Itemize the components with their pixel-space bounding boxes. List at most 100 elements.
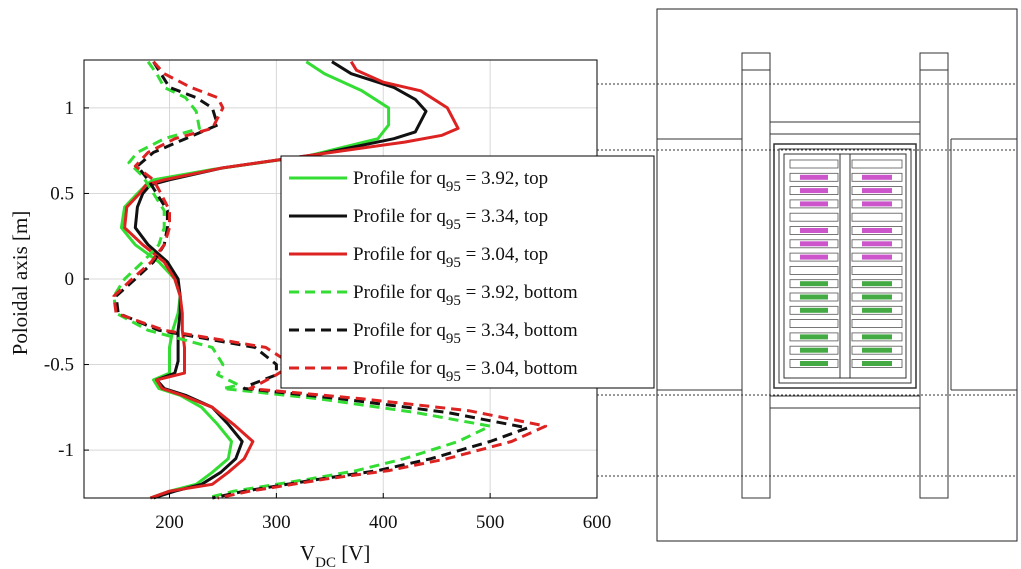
x-axis-label-unit: [V] xyxy=(336,541,370,565)
strap-outline xyxy=(851,226,903,235)
strap-element xyxy=(800,188,828,194)
strap-outline xyxy=(789,279,839,289)
strap-element xyxy=(800,334,828,340)
strap-outline xyxy=(789,186,839,196)
y-axis-label: Poloidal axis [m] xyxy=(8,211,32,356)
strap-element xyxy=(800,214,828,220)
x-tick-label: 600 xyxy=(583,512,612,533)
strap-outline xyxy=(851,199,903,209)
antenna-frame xyxy=(778,148,912,384)
strap-element xyxy=(800,347,828,353)
strap-outline xyxy=(789,172,839,182)
strap-element xyxy=(862,307,892,313)
legend: Profile for q95 = 3.92, top Profile for q… xyxy=(280,155,655,389)
strap-element xyxy=(862,161,892,167)
strap-outline xyxy=(851,319,903,329)
strap-outline xyxy=(851,159,903,169)
limiter-bar xyxy=(741,52,771,499)
strap-element xyxy=(862,174,892,180)
strap-element xyxy=(800,321,828,327)
array-schematic xyxy=(597,8,1018,542)
strap-outline xyxy=(851,172,903,182)
strap-element xyxy=(800,281,828,287)
strap-element xyxy=(862,361,892,366)
series-line-3 xyxy=(123,60,460,500)
legend-entry-label: Profile for q95 = 3.34, bottom xyxy=(353,320,578,347)
strap-element xyxy=(800,361,828,366)
strap-element xyxy=(800,307,828,313)
strap-element xyxy=(862,201,892,207)
y-tick-label: -1 xyxy=(58,440,74,461)
legend-entry-label: Profile for q95 = 3.04, top xyxy=(353,244,548,271)
strap-outline xyxy=(789,319,839,329)
strap-element xyxy=(862,347,892,353)
housing-bottom-plate xyxy=(769,395,921,409)
housing-top-plate xyxy=(769,121,921,135)
strap-element xyxy=(862,228,892,233)
strap-element xyxy=(862,334,892,340)
strap-outline xyxy=(789,239,839,249)
strap-element xyxy=(800,161,828,167)
strap-outline xyxy=(851,265,903,275)
strap-outline xyxy=(789,159,839,169)
strap-outline xyxy=(789,199,839,209)
strap-outline xyxy=(789,332,839,342)
strap-outline xyxy=(789,305,839,315)
strap-outline xyxy=(789,265,839,275)
strap-element xyxy=(800,174,828,180)
legend-entry-label: Profile for q95 = 3.34, top xyxy=(353,206,548,233)
x-axis-label-subscript: DC xyxy=(315,555,336,569)
strap-element xyxy=(800,254,828,260)
strap-outline xyxy=(851,186,903,196)
strap-element xyxy=(800,241,828,247)
strap-element xyxy=(862,281,892,287)
legend-entry-label: Profile for q95 = 3.92, bottom xyxy=(353,282,578,309)
x-tick-label: 400 xyxy=(369,512,398,533)
diagram-frame xyxy=(656,8,1018,542)
y-tick-label: 1 xyxy=(65,98,75,119)
strap-element xyxy=(800,294,828,300)
strap-outline xyxy=(851,359,903,368)
series-line-6 xyxy=(112,60,548,500)
strap-outline xyxy=(789,292,839,302)
y-tick-label: 0 xyxy=(65,269,75,290)
series-line-5 xyxy=(114,60,529,500)
axis-ticks: 200 300 400 500 600 1 0.5 0 -0.5 -1 xyxy=(44,98,611,533)
y-tick-label: -0.5 xyxy=(44,355,74,376)
strap-outline xyxy=(789,345,839,355)
strap-outline xyxy=(789,252,839,262)
strap-element xyxy=(862,188,892,194)
x-tick-label: 200 xyxy=(155,512,184,533)
plot-series xyxy=(112,60,548,500)
strap-element xyxy=(862,267,892,273)
strap-element xyxy=(862,254,892,260)
strap-element xyxy=(862,294,892,300)
x-tick-label: 300 xyxy=(262,512,291,533)
series-line-2 xyxy=(133,60,428,500)
strap-element xyxy=(800,267,828,273)
series-line-4 xyxy=(112,60,492,500)
strap-element xyxy=(862,321,892,327)
y-tick-label: 0.5 xyxy=(50,183,74,204)
x-axis-label-main: V xyxy=(300,541,315,565)
strap-element xyxy=(800,201,828,207)
strap-outline xyxy=(789,359,839,368)
central-septum xyxy=(839,153,851,379)
legend-box xyxy=(280,155,655,389)
x-tick-label: 500 xyxy=(476,512,505,533)
limiter-bar xyxy=(919,52,949,499)
x-axis-label: VDC [V] xyxy=(300,541,370,569)
antenna-housing xyxy=(773,143,917,389)
strap-outline xyxy=(851,292,903,302)
strap-element xyxy=(862,214,892,220)
strap-outline xyxy=(851,239,903,249)
legend-entry-label: Profile for q95 = 3.04, bottom xyxy=(353,358,578,385)
strap-outline xyxy=(851,252,903,262)
strap-outline xyxy=(851,212,903,222)
strap-outline xyxy=(851,305,903,315)
strap-outline xyxy=(851,345,903,355)
strap-element xyxy=(862,241,892,247)
strap-outline xyxy=(851,279,903,289)
